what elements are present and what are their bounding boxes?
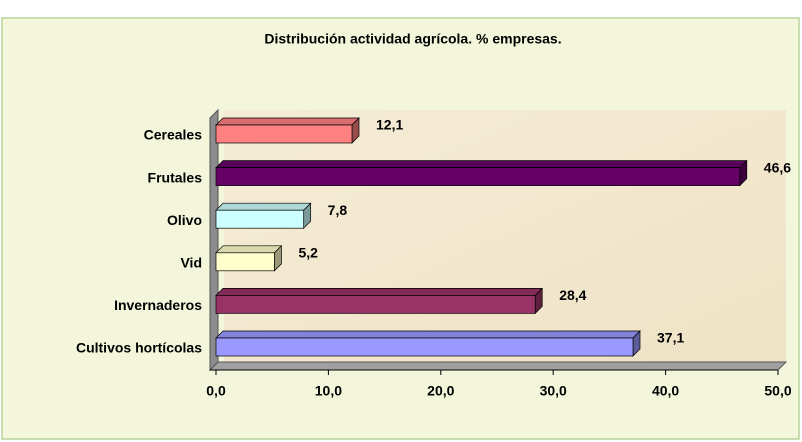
value-label: 7,8 — [328, 202, 348, 218]
floor — [208, 361, 788, 371]
bar — [215, 167, 741, 186]
x-tick-label: 20,0 — [427, 383, 454, 399]
x-tick-label: 40,0 — [652, 383, 679, 399]
value-label: 5,2 — [298, 245, 318, 261]
side-wall — [209, 108, 219, 372]
x-tick-label: 30,0 — [540, 383, 567, 399]
bar — [215, 337, 634, 357]
bar-top — [215, 245, 283, 254]
bar-top — [215, 117, 360, 126]
bar — [215, 124, 353, 144]
x-tick-label: 50,0 — [764, 383, 791, 399]
y-tick-label: Vid — [180, 255, 202, 271]
bar-top — [215, 288, 544, 296]
value-label: 28,4 — [559, 287, 586, 303]
y-tick-label: Olivo — [167, 212, 202, 228]
bar-top — [215, 330, 641, 339]
y-tick-label: Cereales — [144, 127, 203, 143]
bar — [215, 209, 305, 229]
x-tick-label: 0,0 — [206, 383, 226, 399]
y-tick-label: Frutales — [148, 169, 203, 185]
back-wall — [224, 110, 786, 362]
bar — [215, 295, 536, 314]
value-label: 46,6 — [764, 159, 791, 175]
value-label: 37,1 — [657, 330, 684, 346]
y-tick-label: Invernaderos — [114, 297, 202, 313]
value-label: 12,1 — [376, 117, 403, 133]
x-tick-label: 10,0 — [315, 383, 342, 399]
y-tick-label: Cultivos hortícolas — [76, 340, 202, 356]
bar — [215, 252, 275, 272]
bar-top — [215, 202, 312, 211]
bar-top — [215, 160, 748, 168]
chart-title: Distribución actividad agrícola. % empre… — [264, 31, 561, 47]
